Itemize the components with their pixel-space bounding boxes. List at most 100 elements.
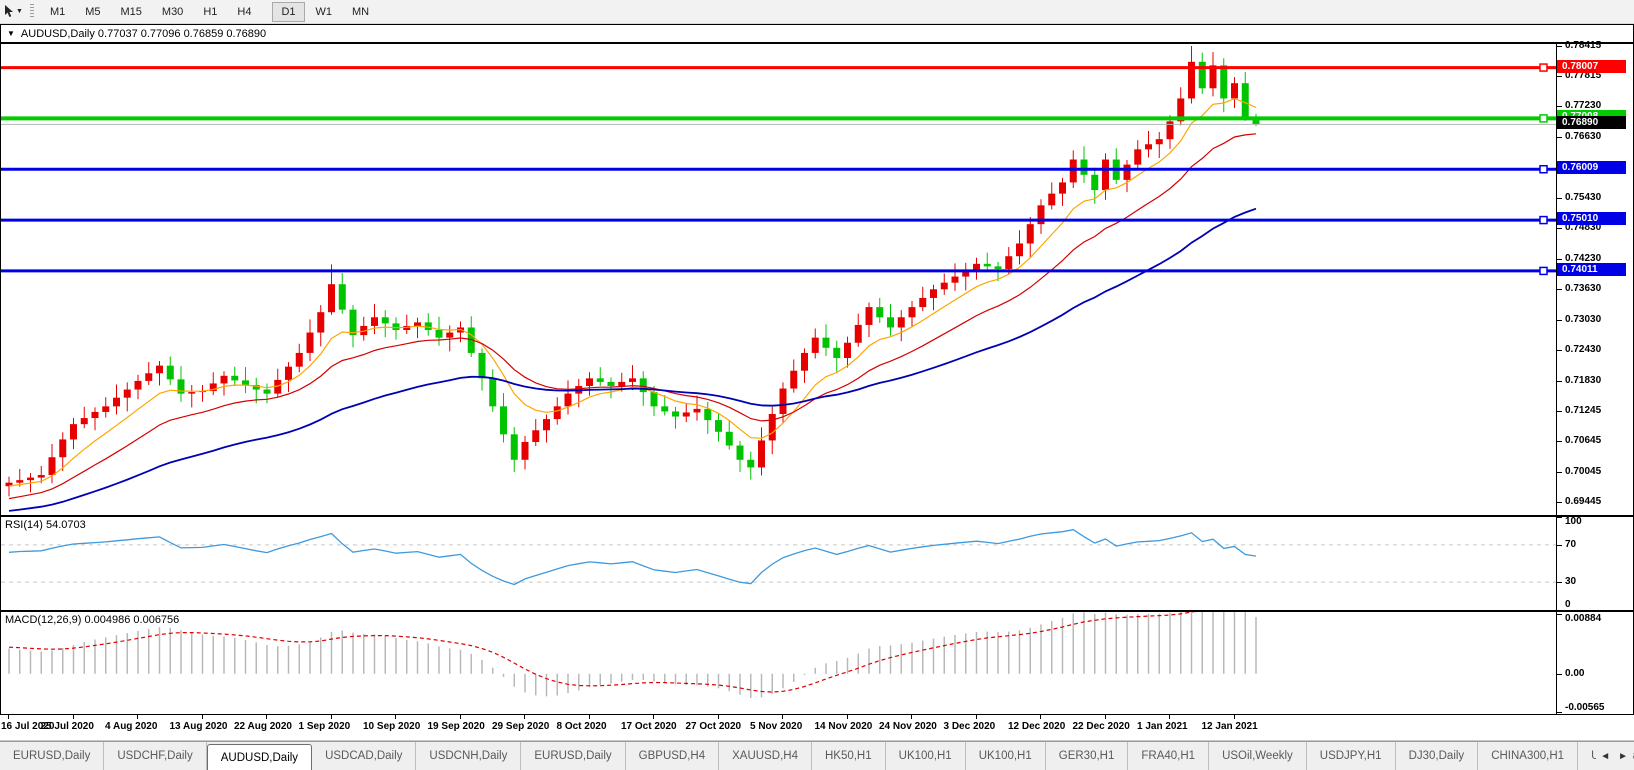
date-label: 14 Nov 2020 — [814, 721, 873, 732]
rsi-tick-label: 0 — [1565, 599, 1571, 610]
date-tick — [1040, 715, 1041, 719]
date-tick — [588, 715, 590, 719]
axis-tick — [1557, 614, 1562, 616]
date-tick — [1104, 715, 1106, 719]
cursor-tool-icon[interactable] — [3, 5, 14, 18]
axis-tick-label: 0.71245 — [1565, 404, 1602, 416]
date-tick — [653, 715, 654, 719]
tab-scroll-right-icon[interactable]: ► — [1618, 751, 1628, 762]
chart-tab-gbpusd-h4[interactable]: GBPUSD,H4 — [626, 742, 720, 770]
date-label: 16 Jul 2020 — [1, 721, 55, 732]
axis-tick — [1557, 673, 1562, 675]
axis-tick — [1557, 289, 1562, 291]
chart-tab-dj30-daily[interactable]: DJ30,Daily — [1396, 742, 1479, 770]
timeframe-button-h4[interactable]: H4 — [228, 2, 260, 22]
chart-tab-uk100-h1[interactable]: UK100,H1 — [966, 742, 1046, 770]
axis-tick-label: 0.74830 — [1565, 222, 1602, 234]
price-level-badge: 0.76009 — [1557, 161, 1626, 175]
date-label: 13 Aug 2020 — [169, 721, 228, 732]
chart-tab-audusd-daily[interactable]: AUDUSD,Daily — [206, 744, 313, 770]
chart-tab-usoil-weekly[interactable]: USOil,Weekly — [1209, 742, 1307, 770]
date-label: 3 Dec 2020 — [943, 721, 996, 732]
ma-fast-line — [8, 97, 1257, 487]
axis-tick-label: 0.70645 — [1565, 435, 1602, 447]
date-label: 5 Nov 2020 — [750, 721, 803, 732]
date-tick — [717, 715, 719, 719]
timeframe-button-h1[interactable]: H1 — [194, 2, 226, 22]
chart-tab-xauusd-h4[interactable]: XAUUSD,H4 — [719, 742, 812, 770]
axis-tick — [1557, 441, 1562, 443]
candlestick-plot[interactable] — [1, 44, 1557, 515]
chevron-down-icon[interactable]: ▼ — [16, 8, 23, 15]
timeframe-button-m15[interactable]: M15 — [112, 2, 151, 22]
rsi-tick-label: 100 — [1565, 516, 1582, 527]
date-tick — [975, 715, 977, 719]
timeframe-button-m5[interactable]: M5 — [76, 2, 109, 22]
date-tick — [782, 715, 783, 719]
axis-tick — [1557, 410, 1562, 412]
chart-tab-bar: EURUSD,Daily USDCHF,Daily AUDUSD,Daily USDC… — [0, 741, 1634, 770]
price-level-badge: 0.76890 — [1557, 116, 1626, 130]
axis-tick — [1557, 106, 1562, 108]
date-label: 10 Sep 2020 — [363, 721, 421, 732]
date-label: 24 Nov 2020 — [879, 721, 937, 732]
macd-tick-label: -0.00565 — [1565, 702, 1605, 713]
timeframe-button-mn[interactable]: MN — [343, 2, 378, 22]
chart-tab-usdcad-daily[interactable]: USDCAD,Daily — [312, 742, 417, 770]
axis-tick-label: 0.74230 — [1565, 252, 1602, 264]
chart-tab-china300-h1[interactable]: CHINA300,H1 — [1478, 742, 1579, 770]
rsi-line — [8, 529, 1257, 586]
chart-tab-hk50-h1[interactable]: HK50,H1 — [812, 742, 886, 770]
collapse-triangle-icon[interactable]: ▼ — [7, 29, 15, 38]
axis-tick — [1557, 517, 1562, 518]
rsi-panel[interactable]: RSI(14) 54.0703 — [0, 516, 1634, 611]
date-tick — [524, 715, 525, 719]
macd-tick-label: 0.00884 — [1565, 613, 1602, 624]
axis-tick — [1557, 350, 1562, 352]
macd-svg — [8, 612, 1257, 698]
timeframe-button-d1[interactable]: D1 — [272, 1, 305, 22]
date-label: 12 Jan 2021 — [1201, 721, 1258, 732]
main-chart-panel[interactable] — [0, 43, 1634, 516]
axis-tick-label: 0.72430 — [1565, 344, 1602, 356]
chart-tab-fra40-h1[interactable]: FRA40,H1 — [1128, 742, 1210, 770]
rsi-tick-label: 30 — [1565, 576, 1577, 588]
axis-tick — [1557, 136, 1562, 138]
chart-tab-usdchf-daily[interactable]: USDCHF,Daily — [104, 742, 207, 770]
chart-tab-eurusd-daily[interactable]: EURUSD,Daily — [521, 742, 626, 770]
date-label: 17 Oct 2020 — [621, 721, 677, 732]
date-tick — [137, 715, 138, 719]
toolbar-grip-handle[interactable] — [29, 4, 34, 19]
price-axis: 0.78415 0.77815 0.77230 0.76630 0.75430 0.748… — [1557, 40, 1634, 715]
timeframe-button-m1[interactable]: M1 — [41, 2, 74, 22]
timeframe-toolbar: ▼ M1 M5 M15 M30 H1 H4 D1 W1 MN — [0, 0, 1634, 24]
chart-tab-usdjpy-h1[interactable]: USDJPY,H1 — [1307, 742, 1396, 770]
ma-slow-line — [8, 207, 1257, 512]
axis-tick-label: 0.75430 — [1565, 191, 1602, 203]
macd-plot[interactable] — [1, 612, 1557, 714]
ma-medium-line — [8, 133, 1257, 500]
axis-tick-label: 0.71830 — [1565, 374, 1602, 386]
price-level-badge: 0.74011 — [1557, 262, 1626, 276]
axis-tick — [1557, 45, 1562, 47]
axis-tick — [1557, 582, 1562, 584]
chart-tab-uk100-h1[interactable]: UK100,H1 — [886, 742, 966, 770]
chart-tab-ger30-h1[interactable]: GER30,H1 — [1046, 742, 1129, 770]
timeframe-button-m30[interactable]: M30 — [153, 2, 192, 22]
candlestick-svg — [1, 46, 1556, 512]
axis-tick — [1557, 610, 1562, 611]
axis-tick — [1557, 76, 1562, 78]
chart-tab-eurusd-daily[interactable]: EURUSD,Daily — [0, 742, 105, 770]
price-level-badge: 0.75010 — [1557, 212, 1626, 226]
axis-tick — [1557, 228, 1562, 230]
axis-tick — [1557, 711, 1562, 713]
axis-tick-label: 0.76630 — [1565, 130, 1602, 142]
date-label: 1 Jan 2021 — [1137, 721, 1188, 732]
tab-scroll-left-icon[interactable]: ◄ — [1600, 751, 1611, 762]
tab-scroll-arrows: ◄ ► — [1596, 742, 1632, 770]
chart-tab-usdcnh-daily[interactable]: USDCNH,Daily — [416, 742, 522, 770]
rsi-plot[interactable] — [1, 517, 1557, 610]
timeframe-button-w1[interactable]: W1 — [307, 2, 342, 22]
macd-panel[interactable]: MACD(12,26,9) 0.004986 0.006756 — [0, 611, 1634, 715]
